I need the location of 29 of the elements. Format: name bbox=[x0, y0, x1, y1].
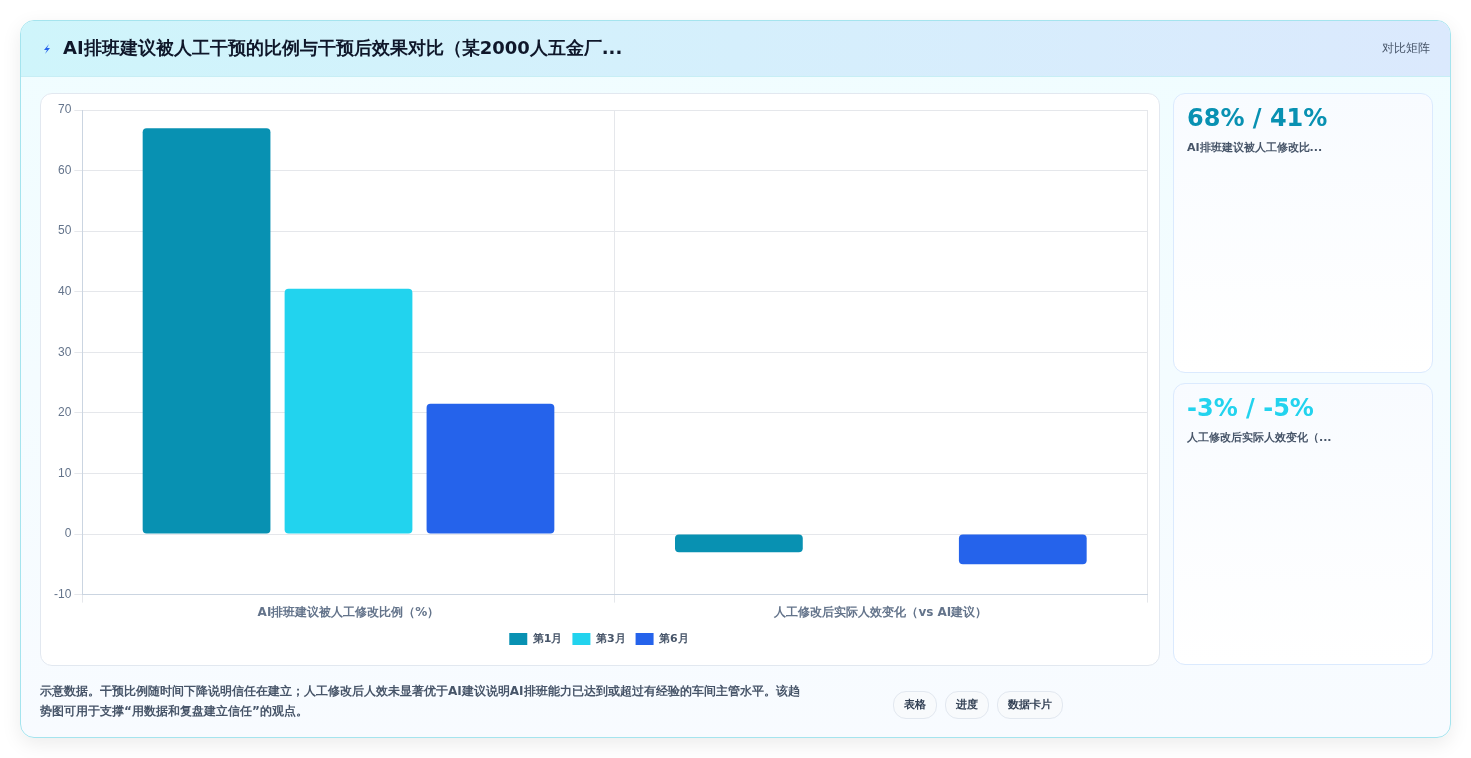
bar bbox=[284, 288, 413, 534]
y-tick-label: 70 bbox=[57, 102, 72, 117]
text: 68% / 41% bbox=[1187, 104, 1328, 132]
bar bbox=[142, 128, 271, 534]
legend-label: 第1月 bbox=[531, 631, 563, 645]
x-tick-label: AI排班建议被人工修改比例（%） bbox=[257, 604, 440, 619]
bar bbox=[958, 534, 1087, 565]
y-tick-label: 40 bbox=[57, 284, 72, 299]
text: 对比矩阵 bbox=[1382, 40, 1430, 57]
text: 数据卡片 bbox=[997, 691, 1063, 719]
text: -3% / -5% bbox=[1187, 394, 1314, 422]
text: AI排班建议被人工修改比... bbox=[1187, 140, 1323, 155]
text: 进度 bbox=[945, 691, 989, 719]
y-tick-label: 0 bbox=[64, 526, 72, 541]
text: 示意数据。干预比例随时间下降说明信任在建立；人工修改后人效未显著优于AI建议说明AI排班能力已达到或超过有经验的车间主管水平。该趋势图可用于支撑“用数据和复盘建立信任”的观点。 bbox=[40, 683, 800, 720]
legend-label: 第3月 bbox=[594, 631, 626, 645]
x-tick-label: 人工修改后实际人效变化（vs AI建议） bbox=[773, 604, 988, 619]
y-tick-label: -10 bbox=[54, 586, 72, 601]
text: 人工修改后实际人效变化（... bbox=[1187, 430, 1332, 445]
bar bbox=[675, 534, 803, 553]
y-tick-label: 50 bbox=[57, 223, 72, 238]
legend-label: 第6月 bbox=[658, 631, 689, 645]
y-tick-label: 10 bbox=[57, 465, 72, 480]
y-tick-label: 20 bbox=[57, 405, 72, 420]
text: 表格 bbox=[893, 691, 937, 719]
chart-title: AI排班建议被人工干预的比例与干预后效果对比（某2000人五金厂... bbox=[63, 36, 623, 60]
y-tick-label: 30 bbox=[57, 344, 72, 359]
bar bbox=[426, 403, 555, 534]
y-tick-label: 60 bbox=[57, 162, 72, 177]
